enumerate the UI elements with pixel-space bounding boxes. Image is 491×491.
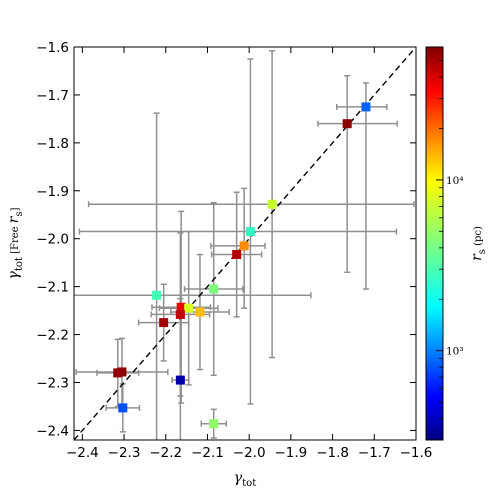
data-point [159, 318, 169, 328]
error-bar [317, 75, 398, 274]
error-bar [78, 58, 398, 405]
data-point [175, 309, 185, 319]
data-point [245, 227, 255, 237]
data-point [232, 250, 242, 260]
data-point [267, 199, 277, 209]
error-bar [336, 82, 388, 290]
data-point [361, 102, 371, 112]
x-axis-ticks: −2.4 −2.3 −2.2 −2.1 −2.0 −1.9 −1.8 −1.7 −1.6 [66, 47, 432, 461]
x-tick-label: −1.8 [316, 445, 349, 461]
data-point [195, 307, 205, 317]
data-point [239, 241, 249, 251]
x-axis-label: γtot [234, 470, 256, 489]
y-tick-label: −2.4 [36, 423, 69, 439]
colorbar-gradient [425, 46, 444, 441]
x-tick-label: −2.2 [149, 445, 182, 461]
error-bars [74, 50, 415, 440]
plot-frame [73, 46, 417, 441]
x-tick-label: −1.9 [274, 445, 307, 461]
x-tick-label: −2.4 [66, 445, 99, 461]
error-bar [74, 112, 312, 440]
y-axis-ticks: −2.4 −2.3 −2.2 −2.1 −2.0 −1.9 −1.8 −1.7 −1.6 [36, 40, 416, 439]
data-point [209, 284, 219, 294]
colorbar: 10³ 10⁴ rs (pc) [425, 46, 488, 441]
data-point [176, 302, 186, 312]
y-tick-label: −1.7 [36, 88, 69, 104]
colorbar-label: rs (pc) [469, 226, 488, 261]
colorbar-tick-label: 10⁴ [446, 175, 464, 187]
colorbar-tick-label: 10³ [446, 346, 464, 358]
colorbar-ticks: 10³ 10⁴ [436, 46, 464, 441]
data-point [175, 375, 185, 385]
y-tick-label: −1.6 [36, 40, 69, 56]
data-point [113, 368, 123, 378]
data-point [184, 303, 194, 313]
plot-area [74, 47, 416, 440]
y-tick-label: −2.2 [36, 328, 69, 344]
x-tick-label: −2.3 [108, 445, 141, 461]
y-tick-label: −2.0 [36, 232, 69, 248]
data-point [118, 403, 128, 413]
data-point [342, 119, 352, 129]
y-tick-label: −2.3 [36, 375, 69, 391]
error-bar [87, 50, 415, 359]
data-point [152, 290, 162, 300]
x-tick-label: −1.6 [400, 445, 433, 461]
data-points [113, 102, 371, 429]
y-tick-label: −1.8 [36, 136, 69, 152]
data-point [209, 419, 219, 429]
x-tick-label: −2.1 [191, 445, 224, 461]
y-tick-label: −1.9 [36, 184, 69, 200]
y-tick-label: −2.1 [36, 280, 69, 296]
x-tick-label: −2.0 [233, 445, 266, 461]
y-axis-label: γtot [Free rs] [6, 207, 25, 279]
x-tick-label: −1.7 [358, 445, 391, 461]
error-bar [210, 187, 266, 309]
